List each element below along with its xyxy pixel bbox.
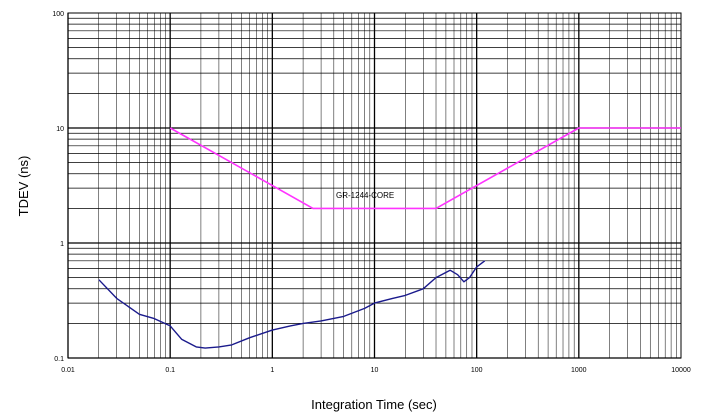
x-tick-label: 1000 (571, 367, 587, 374)
grid (67, 13, 681, 359)
series-line-gr-1244-core (169, 127, 681, 210)
x-tick-label: 10000 (671, 367, 691, 374)
y-tick-label: 0.1 (54, 356, 64, 363)
plot-frame (67, 12, 682, 359)
x-tick-label: 10 (371, 367, 379, 374)
x-axis-title: Integration Time (sec) (311, 397, 437, 412)
y-tick-label: 1 (60, 241, 64, 248)
x-tick-label: 0.01 (61, 367, 75, 374)
x-tick-label: 1 (270, 367, 274, 374)
x-tick-labels: 0.01 0.1 1 10 100 1000 10000 (61, 367, 691, 374)
y-tick-label: 10 (56, 126, 64, 133)
y-tick-labels: 0.1 1 10 100 (52, 11, 64, 363)
x-tick-label: 0.1 (165, 367, 175, 374)
y-axis-title: TDEV (ns) (16, 156, 31, 217)
y-tick-label: 100 (52, 11, 64, 18)
series-layer (98, 127, 681, 349)
x-tick-label: 100 (471, 367, 483, 374)
series-line-measured (98, 260, 486, 349)
mask-annotation: GR-1244-CORE (336, 191, 394, 200)
